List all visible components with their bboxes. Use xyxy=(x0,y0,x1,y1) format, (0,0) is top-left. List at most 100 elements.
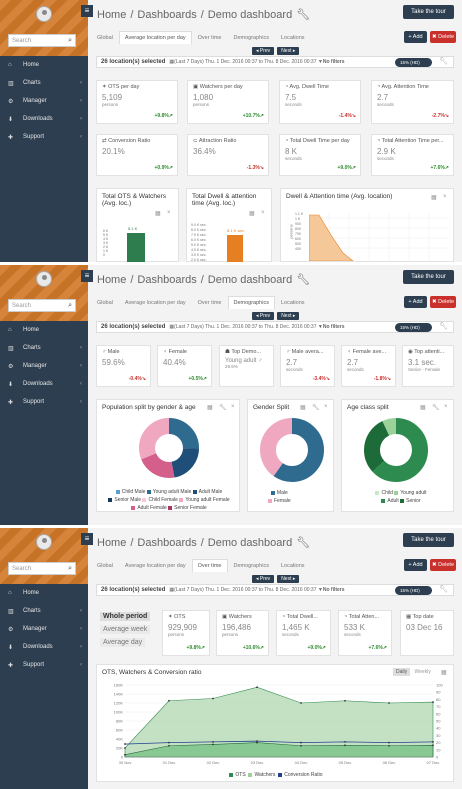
weekly-button[interactable]: Weekly xyxy=(414,669,431,675)
sidebar-item-manager[interactable]: ⚙ Manager ‹ xyxy=(8,98,82,105)
tab-average-location[interactable]: Average location per day xyxy=(124,563,186,569)
date-range[interactable]: (Last 7 Days) Thu. 1 Dec. 2016 00:37 to … xyxy=(174,324,317,330)
sidebar-item-downloads[interactable]: ⬇ Downloads ‹ xyxy=(8,644,82,651)
locations-selected[interactable]: 26 location(s) selected xyxy=(101,59,166,65)
sidebar-item-support[interactable]: ✚ Support ‹ xyxy=(8,134,82,141)
settings-icon[interactable]: 🔧︎ xyxy=(432,405,440,411)
table-icon[interactable]: ▦ xyxy=(207,405,213,411)
date-range[interactable]: (Last 7 Days) Thu. 1 Dec. 2016 00:37 to … xyxy=(174,587,317,593)
avatar[interactable] xyxy=(36,534,52,550)
sidebar-item-charts[interactable]: ▥ Charts ‹ xyxy=(8,608,82,615)
sidebar-item-home[interactable]: ⌂ Home xyxy=(8,590,40,596)
avatar[interactable] xyxy=(36,271,52,287)
next-button[interactable]: Next ▸ xyxy=(277,47,300,55)
sidebar-item-support[interactable]: ✚ Support ‹ xyxy=(8,399,82,406)
tab-global[interactable]: Global xyxy=(97,35,113,41)
take-tour-button[interactable]: Take the tour xyxy=(403,270,454,284)
filters-label[interactable]: No filters xyxy=(322,59,345,65)
tab-locations[interactable]: Locations xyxy=(280,35,305,41)
table-icon[interactable]: ▦ xyxy=(431,195,437,201)
wrench-icon[interactable]: 🔧︎ xyxy=(296,9,311,21)
tab-global[interactable]: Global xyxy=(97,563,113,569)
filter-bar[interactable]: 26 location(s) selected ▦ (Last 7 Days) T… xyxy=(96,56,454,68)
menu-toggle-icon[interactable]: ≡ xyxy=(81,5,93,17)
quality-toggle[interactable]: 15% (HD) xyxy=(395,586,432,595)
tab-global[interactable]: Global xyxy=(97,300,113,306)
sidebar-item-charts[interactable]: ▥ Charts ‹ xyxy=(8,345,82,352)
tab-average-location[interactable]: Average location per day xyxy=(118,31,192,44)
add-button[interactable]: + Add xyxy=(404,559,427,571)
locations-selected[interactable]: 26 location(s) selected xyxy=(101,587,166,593)
breadcrumb-home[interactable]: Home xyxy=(97,274,127,286)
close-icon[interactable]: × xyxy=(324,404,328,410)
locations-selected[interactable]: 26 location(s) selected xyxy=(101,324,166,330)
take-tour-button[interactable]: Take the tour xyxy=(403,533,454,547)
close-icon[interactable]: × xyxy=(443,194,447,200)
wrench-icon[interactable]: 🔧︎ xyxy=(296,537,311,549)
prev-button[interactable]: ◂ Prev xyxy=(252,312,275,320)
next-button[interactable]: Next ▸ xyxy=(277,312,300,320)
period-day[interactable]: Average day xyxy=(100,638,146,647)
close-icon[interactable]: × xyxy=(167,210,171,216)
avatar[interactable] xyxy=(36,6,52,22)
prev-button[interactable]: ◂ Prev xyxy=(252,575,275,583)
close-icon[interactable]: × xyxy=(261,210,265,216)
sidebar-item-downloads[interactable]: ⬇ Downloads ‹ xyxy=(8,381,82,388)
add-button[interactable]: + Add xyxy=(404,31,427,43)
sidebar-item-support[interactable]: ✚ Support ‹ xyxy=(8,662,82,669)
delete-button[interactable]: ✖ Delete xyxy=(430,559,456,571)
close-icon[interactable]: × xyxy=(231,404,235,410)
table-icon[interactable]: ▦ xyxy=(300,405,306,411)
menu-toggle-icon[interactable]: ≡ xyxy=(81,270,93,282)
table-icon[interactable]: ▦ xyxy=(249,211,255,217)
breadcrumb-home[interactable]: Home xyxy=(97,9,127,21)
settings-wrench-icon[interactable]: 🔧︎ xyxy=(439,323,448,330)
tab-average-location[interactable]: Average location per day xyxy=(124,300,186,306)
period-whole[interactable]: Whole period xyxy=(100,612,151,621)
prev-button[interactable]: ◂ Prev xyxy=(252,47,275,55)
filter-bar[interactable]: 26 location(s) selected ▦ (Last 7 Days) T… xyxy=(96,584,454,596)
quality-toggle[interactable]: 15% (HD) xyxy=(395,58,432,67)
tab-locations[interactable]: Locations xyxy=(280,300,305,306)
settings-icon[interactable]: 🔧︎ xyxy=(312,405,320,411)
close-icon[interactable]: × xyxy=(444,404,448,410)
tab-over-time[interactable]: Over time xyxy=(191,559,228,572)
tab-demographics[interactable]: Demographics xyxy=(233,563,269,569)
table-icon[interactable]: ▦ xyxy=(441,670,447,676)
settings-wrench-icon[interactable]: 🔧︎ xyxy=(439,586,448,593)
add-button[interactable]: + Add xyxy=(404,296,427,308)
tab-over-time[interactable]: Over time xyxy=(197,300,222,306)
period-week[interactable]: Average week xyxy=(100,625,151,634)
sidebar-item-home[interactable]: ⌂ Home xyxy=(8,327,40,333)
breadcrumb-home[interactable]: Home xyxy=(97,537,127,549)
table-icon[interactable]: ▦ xyxy=(155,211,161,217)
settings-icon[interactable]: 🔧︎ xyxy=(219,405,227,411)
filters-label[interactable]: No filters xyxy=(322,324,345,330)
breadcrumb-dashboards[interactable]: Dashboards xyxy=(137,9,197,21)
search-icon[interactable]: ⌕ xyxy=(68,302,72,309)
search-input[interactable]: Search ⌕ xyxy=(8,34,76,47)
sidebar-item-home[interactable]: ⌂ Home xyxy=(8,62,40,68)
filter-bar[interactable]: 26 location(s) selected ▦ (Last 7 Days) T… xyxy=(96,321,454,333)
sidebar-item-manager[interactable]: ⚙ Manager ‹ xyxy=(8,363,82,370)
breadcrumb-dashboards[interactable]: Dashboards xyxy=(137,537,197,549)
tab-over-time[interactable]: Over time xyxy=(197,35,222,41)
search-input[interactable]: Search ⌕ xyxy=(8,562,76,575)
tab-demographics[interactable]: Demographics xyxy=(227,296,275,309)
wrench-icon[interactable]: 🔧︎ xyxy=(296,274,311,286)
daily-button[interactable]: Daily xyxy=(393,668,411,676)
date-range[interactable]: (Last 7 Days) Thu. 1 Dec. 2016 00:37 to … xyxy=(174,59,317,65)
tab-demographics[interactable]: Demographics xyxy=(233,35,269,41)
next-button[interactable]: Next ▸ xyxy=(277,575,300,583)
tab-locations[interactable]: Locations xyxy=(280,563,305,569)
menu-toggle-icon[interactable]: ≡ xyxy=(81,533,93,545)
sidebar-item-manager[interactable]: ⚙ Manager ‹ xyxy=(8,626,82,633)
filters-label[interactable]: No filters xyxy=(322,587,345,593)
search-icon[interactable]: ⌕ xyxy=(68,565,72,572)
settings-wrench-icon[interactable]: 🔧︎ xyxy=(439,58,448,65)
search-input[interactable]: Search ⌕ xyxy=(8,299,76,312)
table-icon[interactable]: ▦ xyxy=(420,405,426,411)
quality-toggle[interactable]: 15% (HD) xyxy=(395,323,432,332)
take-tour-button[interactable]: Take the tour xyxy=(403,5,454,19)
sidebar-item-downloads[interactable]: ⬇ Downloads ‹ xyxy=(8,116,82,123)
